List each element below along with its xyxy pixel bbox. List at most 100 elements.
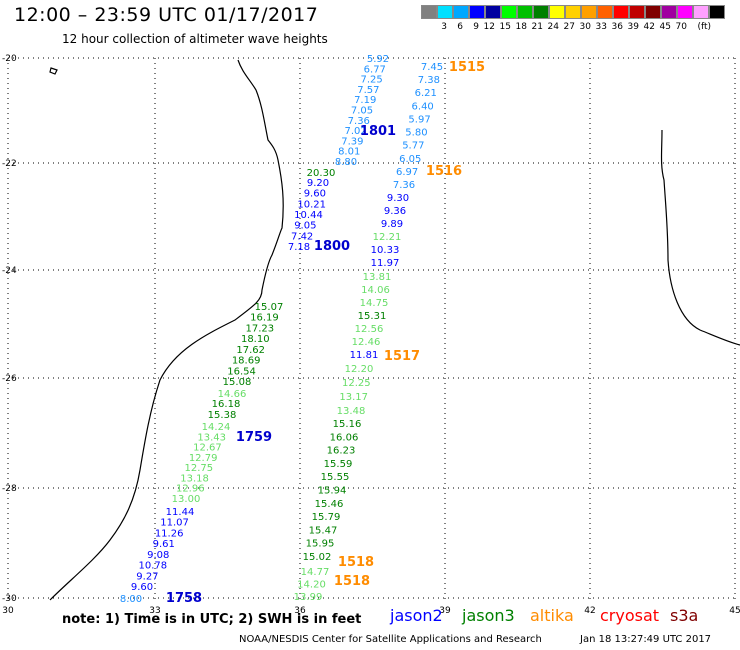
lat-tick-label: -20 [2, 54, 17, 64]
swh-value: 15.31 [358, 311, 387, 322]
swh-value: 10.21 [297, 199, 326, 210]
footer-note: note: 1) Time is in UTC; 2) SWH is in fe… [62, 612, 362, 627]
pass-time: 1515 [449, 60, 485, 75]
swh-value: 9.60 [131, 582, 153, 593]
pass-time-labels: 1515 1801 1516 1800 1517 1759 1518 1518 1758 [166, 60, 485, 606]
scale-swatch [565, 5, 581, 19]
swh-value: 11.26 [155, 528, 184, 539]
scale-label: 33 [595, 22, 607, 32]
scale-swatch [437, 5, 453, 19]
pass-time: 1518 [338, 555, 374, 570]
lat-tick-label: -26 [2, 374, 17, 384]
pass-time: 1800 [314, 239, 350, 254]
swh-value: 10.78 [139, 561, 168, 572]
page-title: 12:00 – 23:59 UTC 01/17/2017 [14, 4, 319, 26]
satellite-legend-item: cryosat [600, 606, 660, 625]
scale-label: 30 [579, 22, 591, 32]
swh-value: 14.75 [360, 298, 389, 309]
swh-value: 15.07 [255, 302, 284, 313]
swh-value: 9.27 [136, 571, 158, 582]
swh-value: 7.18 [288, 242, 310, 253]
swh-value: 5.97 [408, 114, 430, 125]
swh-value: 12.67 [193, 443, 222, 454]
swh-value: 18.69 [232, 356, 261, 367]
swh-value: 5.77 [402, 141, 424, 152]
swh-value: 12.20 [345, 364, 374, 375]
swh-value: 12.25 [342, 378, 371, 389]
swh-value: 8.80 [335, 157, 357, 168]
swh-value: 6.05 [399, 154, 421, 165]
swh-value: 13.18 [180, 473, 209, 484]
lat-tick-label: -30 [2, 594, 17, 604]
swh-value: 9.36 [384, 206, 406, 217]
swh-value: 9.05 [294, 221, 316, 232]
scale-label: 24 [547, 22, 559, 32]
swh-value: 7.19 [354, 95, 376, 106]
swh-value: 20.30 [307, 168, 336, 179]
scale-label: 15 [499, 22, 511, 32]
scale-label: 18 [515, 22, 527, 32]
swh-value: 7.05 [351, 106, 373, 117]
swh-value: 16.23 [327, 446, 356, 457]
swh-value: 15.02 [303, 552, 332, 563]
swh-value: 7.38 [418, 75, 440, 86]
swh-value: 15.47 [309, 525, 338, 536]
swh-value: 13.17 [339, 392, 368, 403]
swh-value: 6.97 [396, 167, 418, 178]
satellite-legend-item: jason2 [390, 606, 443, 625]
page-subtitle: 12 hour collection of altimeter wave hei… [62, 32, 328, 46]
swh-value: 12.56 [355, 324, 384, 335]
scale-swatch [677, 5, 693, 19]
pass-time: 1758 [166, 591, 202, 606]
pass-time: 1759 [236, 430, 272, 445]
scale-label: 36 [611, 22, 623, 32]
scale-label: 3 [441, 22, 447, 32]
swh-value: 6.21 [415, 88, 437, 99]
swh-value: 17.23 [246, 323, 275, 334]
swh-value: 15.46 [315, 499, 344, 510]
scale-unit: (ft) [697, 22, 711, 32]
swh-value: 7.36 [393, 180, 415, 191]
satellite-legend-item: altika [530, 606, 574, 625]
swh-value: 12.21 [373, 232, 402, 243]
scale-swatch [581, 5, 597, 19]
swh-value: 16.18 [212, 399, 241, 410]
credit-text: NOAA/NESDIS Center for Satellite Applica… [239, 634, 542, 645]
swh-value: 6.77 [364, 64, 386, 75]
swh-value: 9.89 [381, 219, 403, 230]
swh-value: 10.44 [294, 210, 323, 221]
lon-tick-label: 42 [584, 606, 595, 616]
scale-swatch [453, 5, 469, 19]
swh-value: 12.75 [185, 463, 214, 474]
swh-value: 11.44 [166, 507, 195, 518]
scale-swatch [421, 5, 437, 19]
swh-value: 11.81 [350, 350, 379, 361]
swh-value: 18.10 [241, 334, 270, 345]
swh-value: 14.66 [218, 389, 247, 400]
altimeter-tracks: 5.926.777.257.577.197.057.367.027.398.01… [120, 54, 443, 605]
swh-value: 14.24 [202, 422, 231, 433]
swh-value: 5.92 [367, 54, 389, 65]
swh-value: 15.94 [318, 486, 347, 497]
swh-value: 13.00 [172, 494, 201, 505]
swh-value: 8.01 [338, 147, 360, 158]
swh-value: 15.59 [324, 459, 353, 470]
swh-value: 7.02 [344, 126, 366, 137]
scale-swatch [597, 5, 613, 19]
swh-value: 11.97 [371, 258, 400, 269]
swh-value: 13.43 [197, 432, 226, 443]
swh-value: 10.33 [371, 245, 400, 256]
swh-value: 9.61 [153, 539, 175, 550]
swh-value: 13.81 [363, 272, 392, 283]
pass-time: 1801 [360, 124, 396, 139]
graticule: 30 33 36 39 42 45 -20 -22 -24 -26 -28 -30 [2, 54, 740, 616]
scale-swatch [533, 5, 549, 19]
swh-value: 7.36 [348, 116, 370, 127]
lon-tick-label: 45 [729, 606, 740, 616]
lat-tick-label: -28 [2, 484, 17, 494]
swh-value: 14.20 [297, 580, 326, 591]
satellite-legend-item: s3a [670, 606, 699, 625]
scale-swatch [661, 5, 677, 19]
lat-tick-label: -22 [2, 159, 17, 169]
swh-value: 15.16 [333, 419, 362, 430]
